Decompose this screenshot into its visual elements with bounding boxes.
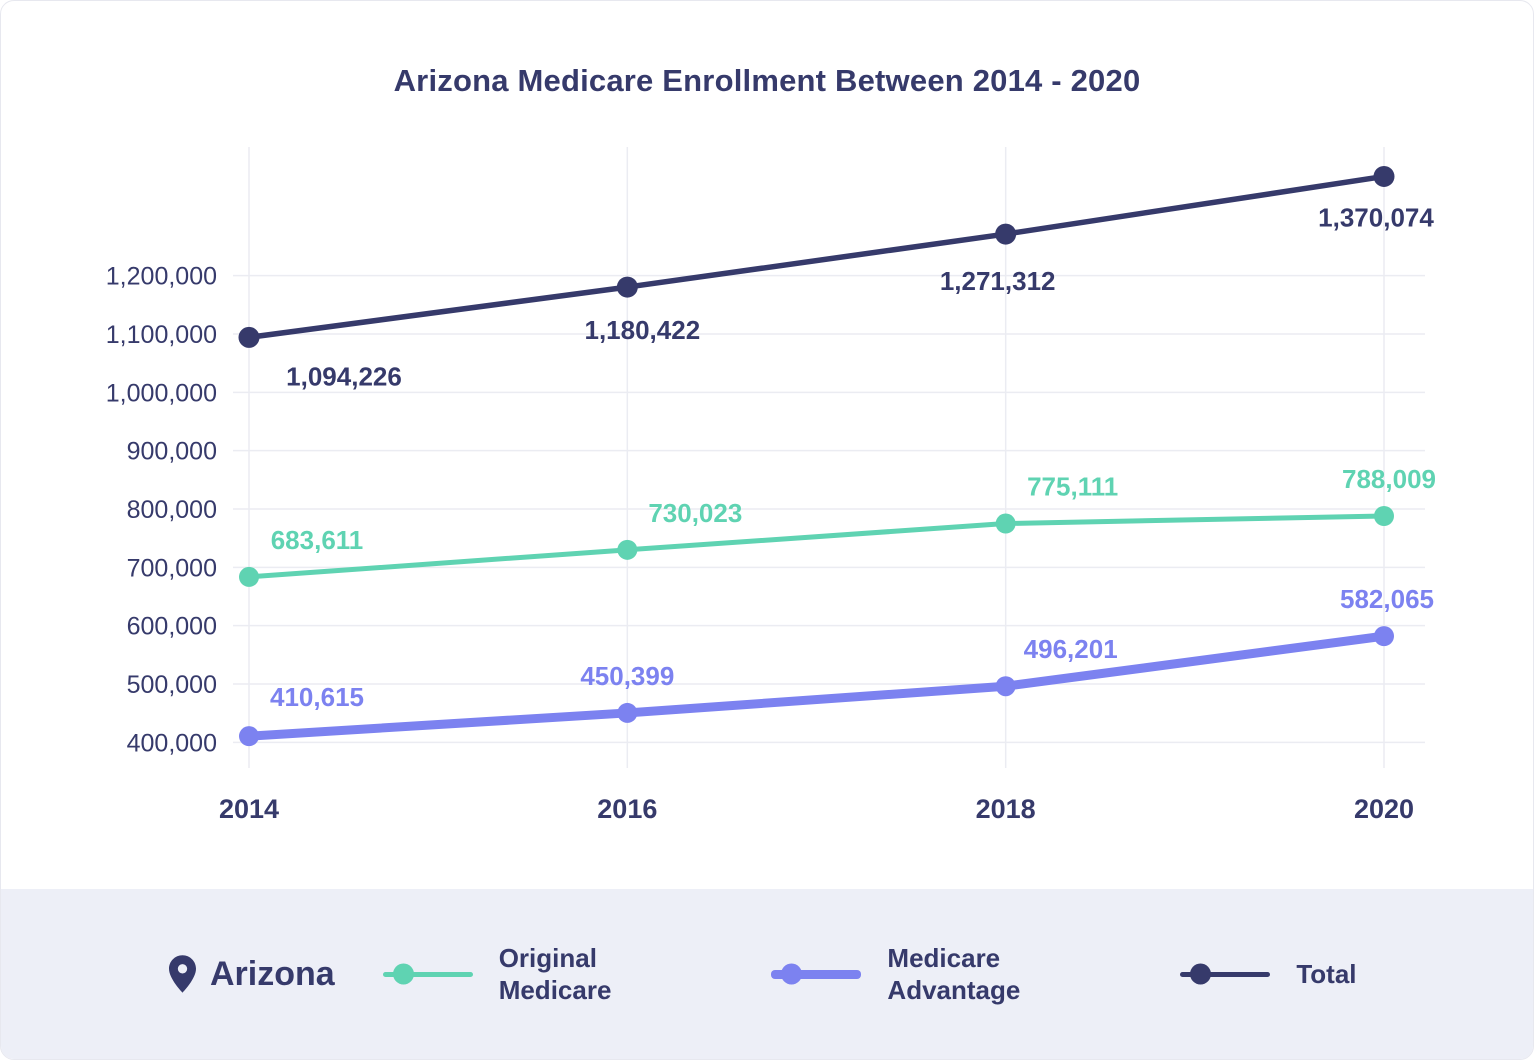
legend-label-line: Original bbox=[498, 942, 597, 973]
y-axis-tick-label: 1,200,000 bbox=[106, 263, 217, 291]
legend-label-total: Total bbox=[1296, 958, 1356, 991]
legend-region: Arizona bbox=[169, 955, 335, 994]
data-point-original-medicare bbox=[239, 566, 259, 587]
legend-label-medicare-advantage: Medicare Advantage bbox=[887, 942, 1020, 1007]
data-point-original-medicare bbox=[1374, 505, 1394, 526]
location-pin-icon bbox=[169, 955, 196, 993]
enrollment-line-chart: 400,000 500,000 600,000 700,000 800,000 900,0… bbox=[106, 147, 1436, 824]
data-point-medicare-advantage bbox=[995, 676, 1016, 697]
data-point-total bbox=[238, 326, 260, 348]
legend-item-total: Total bbox=[1180, 958, 1357, 991]
data-label-medicare-advantage: 496,201 bbox=[1024, 634, 1118, 664]
series-line-total bbox=[246, 173, 1387, 341]
y-axis-tick-label: 500,000 bbox=[127, 671, 217, 699]
series-line-original-medicare bbox=[246, 513, 1387, 580]
y-axis-tick-label: 400,000 bbox=[127, 729, 217, 757]
x-axis-tick-label: 2016 bbox=[597, 794, 657, 824]
data-label-total: 1,180,422 bbox=[584, 315, 700, 345]
y-axis-tick-label: 800,000 bbox=[127, 496, 217, 524]
legend: Arizona Original Medicare Medicare Advan… bbox=[1, 889, 1533, 1059]
data-label-original-medicare: 683,611 bbox=[271, 525, 364, 555]
legend-item-medicare-advantage: Medicare Advantage bbox=[771, 942, 1020, 1007]
legend-label-line: Advantage bbox=[887, 975, 1021, 1005]
data-label-total: 1,094,226 bbox=[286, 361, 402, 391]
legend-label-line: Total bbox=[1296, 958, 1357, 989]
data-point-original-medicare bbox=[617, 539, 638, 560]
data-label-medicare-advantage: 450,399 bbox=[580, 661, 674, 691]
legend-label-line: Medicare bbox=[498, 975, 612, 1005]
data-point-total bbox=[616, 276, 638, 298]
chart-area: 400,000 500,000 600,000 700,000 800,000 900,0… bbox=[1, 129, 1533, 849]
y-axis-tick-label: 600,000 bbox=[127, 613, 217, 641]
data-point-medicare-advantage bbox=[617, 702, 638, 723]
data-label-medicare-advantage: 410,615 bbox=[270, 682, 364, 712]
data-point-original-medicare bbox=[995, 513, 1016, 534]
legend-region-label: Arizona bbox=[210, 954, 335, 993]
data-label-original-medicare: 730,023 bbox=[648, 498, 742, 528]
legend-label-line: Medicare bbox=[887, 942, 1001, 973]
data-point-medicare-advantage bbox=[239, 726, 259, 747]
y-axis-tick-label: 1,100,000 bbox=[106, 321, 217, 349]
data-label-total: 1,370,074 bbox=[1318, 202, 1434, 232]
legend-label-original-medicare: Original Medicare bbox=[499, 942, 612, 1007]
data-point-total bbox=[995, 223, 1017, 245]
data-label-original-medicare: 788,009 bbox=[1342, 464, 1436, 494]
data-label-total: 1,271,312 bbox=[940, 266, 1056, 296]
data-label-medicare-advantage: 582,065 bbox=[1340, 584, 1434, 614]
series-line-medicare-advantage bbox=[244, 631, 1389, 741]
y-axis-tick-label: 900,000 bbox=[127, 438, 217, 466]
data-point-total bbox=[1373, 165, 1395, 187]
x-axis-tick-label: 2014 bbox=[219, 794, 279, 824]
x-axis-tick-label: 2018 bbox=[976, 794, 1036, 824]
x-axis-tick-label: 2020 bbox=[1354, 794, 1414, 824]
data-label-original-medicare: 775,111 bbox=[1027, 472, 1118, 502]
original-medicare-swatch-icon bbox=[382, 963, 473, 985]
y-axis-tick-label: 700,000 bbox=[127, 554, 217, 582]
medicare-advantage-swatch-icon bbox=[771, 963, 862, 985]
data-point-medicare-advantage bbox=[1374, 626, 1394, 647]
legend-item-original-medicare: Original Medicare bbox=[382, 942, 612, 1007]
total-swatch-icon bbox=[1180, 963, 1271, 985]
chart-title: Arizona Medicare Enrollment Between 2014… bbox=[393, 63, 1141, 98]
y-axis-tick-label: 1,000,000 bbox=[106, 379, 217, 407]
